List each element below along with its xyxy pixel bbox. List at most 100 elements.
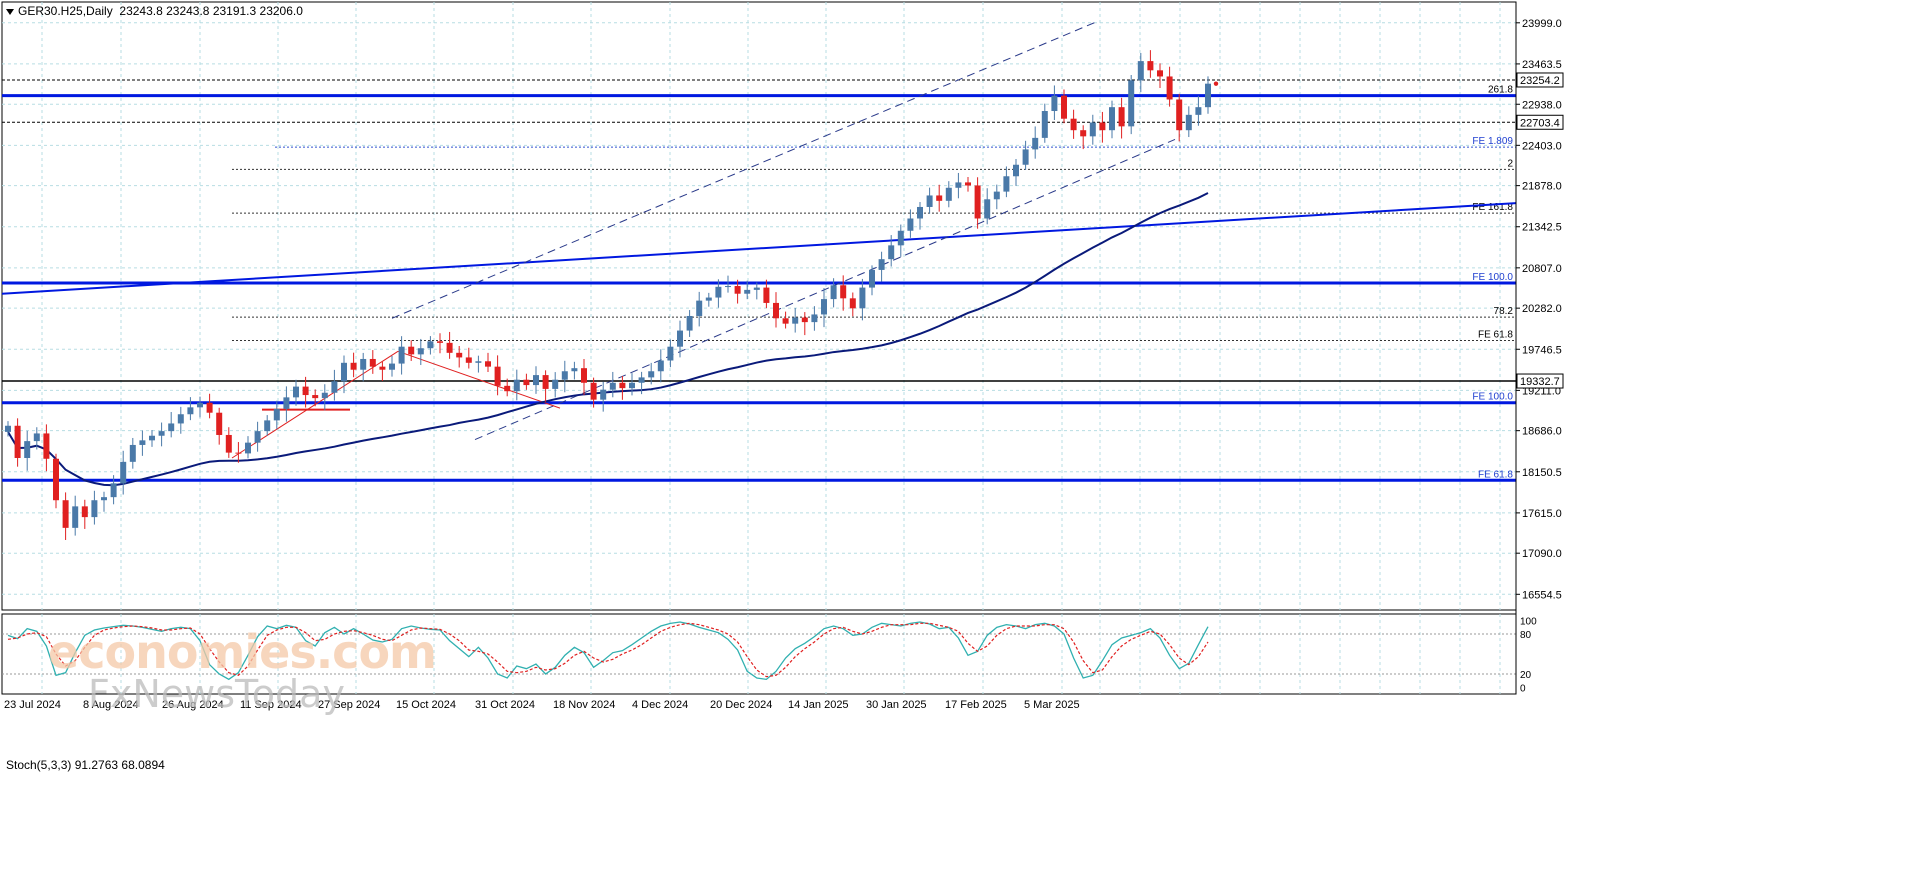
y-tick-label: 23999.0	[1522, 18, 1562, 30]
fib-level-label: FE 61.8	[1478, 330, 1513, 341]
fib-level-label: 78.2	[1494, 306, 1514, 317]
candle-body	[869, 269, 875, 288]
x-tick-label: 18 Nov 2024	[553, 699, 615, 711]
candle-body	[120, 461, 127, 484]
candle-body	[72, 506, 79, 528]
fib-level-label: FE 161.8	[1472, 202, 1513, 213]
candle-body	[1137, 61, 1144, 81]
candle-body	[1109, 107, 1115, 131]
candle-body	[91, 500, 98, 518]
candle-body	[792, 317, 799, 324]
candle-body	[878, 259, 885, 270]
price-label: 22703.4	[1520, 117, 1560, 129]
fib-level-label: 261.8	[1488, 85, 1513, 96]
x-tick-label: 17 Feb 2025	[945, 699, 1007, 711]
candle-body	[417, 348, 424, 355]
y-tick-label: 19746.5	[1522, 344, 1562, 356]
candle-body	[293, 386, 299, 398]
candle-body	[744, 289, 751, 294]
candle-body	[43, 433, 50, 459]
candle-body	[408, 346, 415, 355]
candle-body	[638, 377, 645, 383]
candle-body	[465, 357, 472, 363]
chart-header: GER30.H25,Daily 23243.8 23243.8 23191.3 …	[6, 4, 303, 18]
candles	[5, 50, 1219, 540]
candle-body	[24, 441, 31, 458]
price-label: 23254.2	[1520, 75, 1560, 87]
y-tick-label: 20807.0	[1522, 263, 1562, 275]
price-label-box	[1516, 114, 1564, 130]
candle-body	[235, 452, 242, 454]
stoch-main-line	[7, 621, 1209, 681]
fib-level-label: FE 100.0	[1472, 392, 1513, 403]
ohlc-values: 23243.8 23243.8 23191.3 23206.0	[119, 4, 303, 18]
candle-body	[917, 206, 923, 219]
candle-body	[753, 287, 760, 290]
candle-body	[715, 286, 722, 298]
price-label: 19332.7	[1520, 376, 1560, 388]
y-tick-label: 17615.0	[1522, 508, 1562, 520]
candle-body	[907, 218, 914, 231]
stoch-tick-label: 100	[1520, 617, 1537, 628]
candle-body	[62, 500, 69, 528]
candle-body	[600, 389, 607, 400]
candle-body	[1118, 107, 1125, 127]
candle-body	[168, 423, 175, 432]
candle-body	[667, 346, 674, 361]
y-tick-label: 18686.0	[1522, 426, 1562, 438]
candle-body	[590, 382, 597, 400]
candle-body	[926, 195, 933, 207]
dropdown-triangle-icon[interactable]	[6, 8, 14, 15]
candle-body	[389, 363, 395, 370]
x-tick-label: 8 Aug 2024	[83, 699, 139, 711]
candle-body	[955, 182, 962, 188]
candle-body	[1099, 122, 1106, 131]
candle-body	[1166, 76, 1173, 100]
fib-level-label: FE 61.8	[1478, 469, 1513, 480]
candle-body	[734, 286, 741, 294]
candle-body	[513, 379, 520, 392]
candle-body	[5, 425, 11, 432]
candle-body	[1147, 61, 1154, 71]
stoch-signal-line	[7, 622, 1209, 678]
candle-body	[1051, 95, 1058, 112]
fib-level-label: FE 1.809	[1472, 136, 1513, 147]
candle-body	[312, 395, 319, 399]
candle-body	[245, 442, 251, 454]
stochastic-label: Stoch(5,3,3) 91.2763 68.0894	[6, 758, 165, 772]
candle-body	[33, 433, 40, 442]
candle-body	[974, 185, 981, 219]
y-tick-label: 21878.0	[1522, 181, 1562, 193]
candle-body	[657, 360, 664, 372]
y-tick-label: 20282.0	[1522, 303, 1562, 315]
grid	[1, 1, 1517, 695]
candle-body	[1185, 114, 1192, 131]
candle-body	[725, 286, 731, 288]
candle-body	[273, 408, 280, 421]
candle-body	[1061, 95, 1067, 119]
candle-body	[811, 314, 818, 323]
x-tick-label: 20 Dec 2024	[710, 699, 772, 711]
y-tick-label: 16554.5	[1522, 589, 1562, 601]
axes: 23999.0 23463.5 22938.0 22403.0 21878.0 21342…	[4, 2, 1564, 711]
candle-body	[379, 366, 386, 370]
candle-body	[398, 346, 405, 364]
candle-body	[801, 317, 808, 323]
y-tick-label: 18150.5	[1522, 467, 1562, 479]
price-label-box	[1516, 373, 1564, 389]
candle-body	[773, 302, 779, 319]
candle-body	[139, 440, 146, 445]
candle-body	[446, 342, 453, 353]
candle-body	[504, 385, 511, 392]
candle-body	[14, 425, 21, 458]
candle-body	[177, 414, 184, 424]
candle-body	[821, 299, 827, 315]
candle-body	[1195, 107, 1202, 115]
candle-body	[571, 368, 578, 372]
y-tick-label: 17090.0	[1522, 548, 1562, 560]
y-tick-label: 23463.5	[1522, 59, 1562, 71]
x-tick-label: 4 Dec 2024	[632, 699, 688, 711]
candle-body	[945, 187, 952, 201]
candle-body	[302, 386, 309, 396]
